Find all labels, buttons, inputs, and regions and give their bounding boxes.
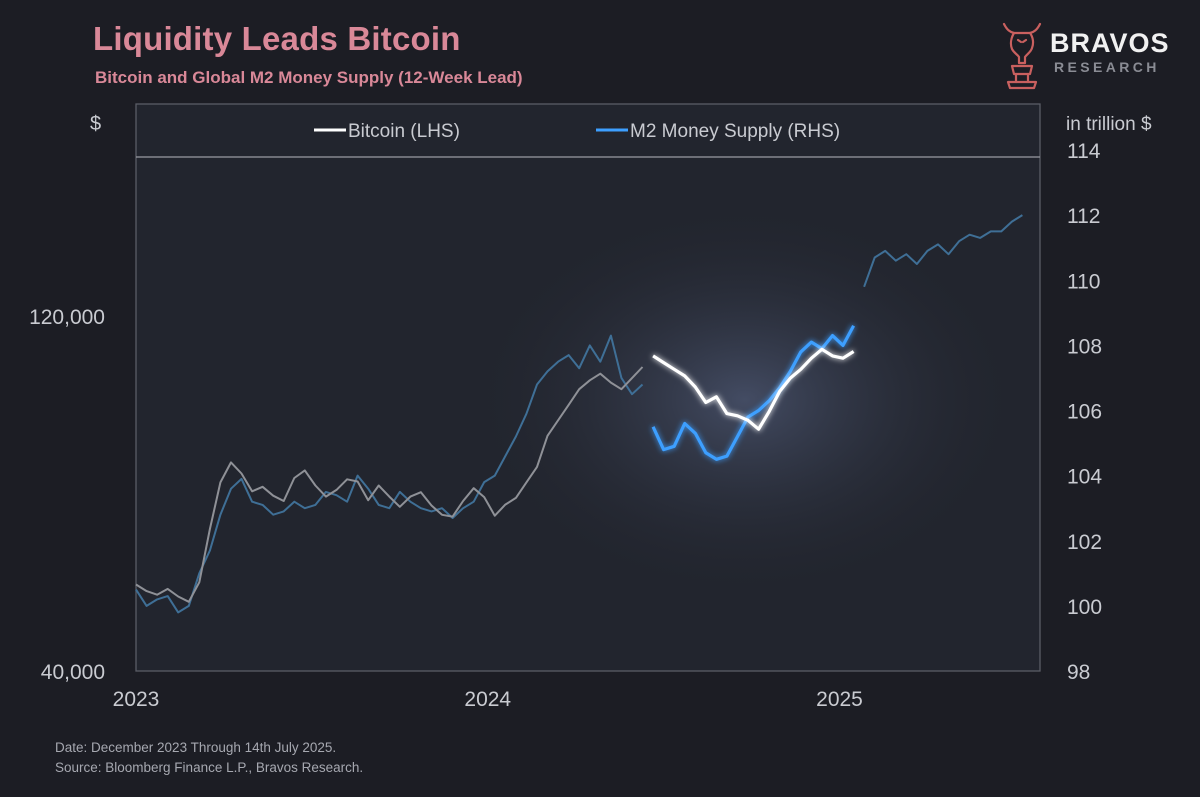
- m2-line-highlight: [651, 325, 856, 461]
- series-layer: [135, 214, 1023, 614]
- right-tick-label: 98: [1067, 661, 1090, 684]
- x-tick-label: 2023: [113, 688, 160, 711]
- left-tick-label: 120,000: [29, 306, 105, 329]
- bitcoin-line-highlight: [652, 347, 855, 431]
- right-tick-label: 112: [1067, 205, 1100, 228]
- x-tick-label: 2024: [464, 688, 511, 711]
- left-axis-unit: $: [90, 113, 101, 135]
- right-tick-label: 114: [1067, 140, 1101, 163]
- chart-title: Liquidity Leads Bitcoin: [93, 20, 461, 57]
- m2-line-faded-late: [863, 214, 1023, 288]
- legend: Bitcoin (LHS) M2 Money Supply (RHS): [314, 121, 840, 142]
- bull-knight-icon: [1002, 22, 1042, 90]
- x-axis-ticks: 2023 2024 2025: [113, 688, 863, 711]
- brand-logo: BRAVOS RESEARCH: [998, 16, 1188, 96]
- chart-subtitle: Bitcoin and Global M2 Money Supply (12-W…: [95, 68, 523, 87]
- right-axis-unit: in trillion $: [1066, 114, 1152, 135]
- highlight-halo: [465, 200, 1025, 600]
- legend-m2-label: M2 Money Supply (RHS): [630, 121, 840, 142]
- brand-subtitle: RESEARCH: [1054, 59, 1160, 75]
- right-tick-label: 108: [1067, 335, 1102, 358]
- bitcoin-line-faded: [135, 366, 644, 603]
- legend-bitcoin-label: Bitcoin (LHS): [348, 121, 460, 142]
- brand-name: BRAVOS: [1050, 28, 1170, 58]
- x-tick-label: 2025: [816, 688, 863, 711]
- right-tick-label: 110: [1067, 270, 1100, 293]
- footnote-source: Source: Bloomberg Finance L.P., Bravos R…: [55, 760, 364, 775]
- footnote-date: Date: December 2023 Through 14th July 20…: [55, 740, 337, 755]
- right-axis-ticks: 98 100 102 104 106 108 110 112 114: [1067, 140, 1102, 684]
- right-tick-label: 104: [1067, 466, 1102, 489]
- right-tick-label: 106: [1067, 401, 1102, 424]
- right-tick-label: 102: [1067, 531, 1102, 554]
- right-tick-label: 100: [1067, 596, 1102, 619]
- left-axis-ticks: 40,000 120,000: [29, 306, 105, 684]
- left-tick-label: 40,000: [41, 661, 105, 684]
- m2-line-faded: [135, 334, 644, 614]
